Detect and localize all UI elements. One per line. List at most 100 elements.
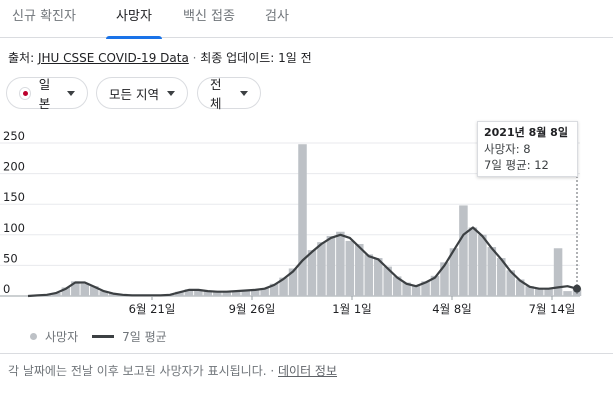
chart-legend: 사망자 7일 평균: [30, 328, 167, 345]
x-tick-label: 1월 1일: [332, 302, 371, 316]
death-bar: [279, 277, 288, 296]
data-info-link[interactable]: 데이터 정보: [278, 364, 338, 378]
chevron-down-icon: [67, 90, 75, 96]
death-bar: [203, 291, 213, 296]
death-bar: [459, 205, 468, 296]
y-tick-label: 100: [3, 221, 25, 235]
death-bar: [468, 227, 478, 296]
death-bar: [298, 144, 307, 296]
death-bar: [269, 283, 279, 296]
death-bar: [392, 276, 402, 296]
chart-y-axis: 0 50 100 150 200 250: [3, 129, 25, 296]
death-bar: [355, 243, 364, 296]
average-line: [27, 226, 578, 298]
death-bar: [71, 281, 80, 296]
tab-new-cases[interactable]: 신규 확진자: [12, 9, 76, 24]
death-bar: [89, 286, 99, 296]
death-bar: [345, 240, 355, 296]
death-bar: [373, 258, 383, 296]
death-bar: [61, 287, 71, 296]
country-label: 일본: [38, 77, 51, 111]
x-tick-label: 6월 21일: [129, 302, 176, 316]
chevron-down-icon: [240, 90, 248, 96]
period-select[interactable]: 전체: [197, 77, 261, 111]
cursor-point: [573, 284, 581, 293]
death-bar: [478, 234, 487, 296]
y-tick-label: 50: [3, 251, 18, 265]
y-tick-label: 150: [3, 190, 25, 204]
legend-line-marker: [92, 335, 115, 338]
chart-average-line: [27, 226, 578, 298]
death-bar: [553, 248, 563, 296]
divider: [0, 353, 613, 354]
death-bar: [99, 291, 108, 296]
death-bar: [563, 291, 572, 296]
footnote-separator: ·: [266, 364, 278, 378]
japan-flag-icon: [19, 86, 31, 100]
tab-vaccination[interactable]: 백신 접종: [183, 9, 235, 24]
death-bar: [402, 282, 411, 296]
death-bar: [411, 285, 421, 296]
death-bar: [108, 293, 118, 296]
legend-bars-label: 사망자: [45, 330, 79, 344]
death-bar: [326, 236, 336, 296]
y-tick-label: 200: [3, 160, 25, 174]
chevron-down-icon: [166, 90, 175, 96]
death-bar: [231, 290, 241, 296]
death-bar: [421, 281, 430, 296]
x-tick-label: 7월 14일: [529, 302, 576, 316]
tooltip-date: 2021년 8월 8일: [484, 126, 568, 139]
source-link[interactable]: JHU CSSE COVID-19 Data: [37, 51, 189, 65]
death-bar: [194, 289, 203, 296]
tab-deaths[interactable]: 사망자: [102, 0, 166, 39]
death-bar: [515, 279, 525, 296]
tab-tests[interactable]: 검사: [265, 9, 289, 24]
death-bar: [250, 289, 260, 296]
death-bar: [222, 291, 232, 296]
death-bar: [364, 254, 374, 296]
death-bar: [260, 288, 269, 296]
x-tick-label: 4월 8일: [432, 302, 471, 316]
death-bar: [440, 262, 449, 296]
death-bar: [80, 283, 90, 296]
x-tick-label: 9월 26일: [229, 302, 276, 316]
chart-tooltip: 2021년 8월 8일 사망자: 8 7일 평균: 12: [477, 121, 578, 177]
death-bar: [175, 291, 184, 296]
country-select[interactable]: 일본: [6, 77, 88, 111]
death-bar: [544, 288, 553, 296]
death-bar: [288, 268, 298, 296]
death-bar: [184, 289, 194, 296]
legend-line-label: 7일 평균: [122, 330, 167, 344]
tab-bar: 신규 확진자 사망자 백신 접종 검사: [0, 0, 613, 39]
chart-bars: [33, 144, 582, 296]
death-bar: [336, 231, 345, 296]
death-bar: [525, 286, 534, 296]
region-label: 모든 지역: [109, 86, 159, 102]
chart-x-axis: 6월 21일 9월 26일 1월 1일 4월 8일 7월 14일: [129, 296, 576, 316]
death-bar: [213, 291, 222, 296]
last-updated: 최종 업데이트: 1일 전: [200, 51, 312, 65]
death-bar: [430, 275, 440, 296]
period-label: 전체: [210, 77, 222, 111]
death-bar: [52, 292, 61, 296]
death-bar: [497, 258, 506, 296]
source-prefix: 출처:: [8, 51, 35, 65]
death-bar: [449, 248, 459, 296]
chart-hover-cursor: [573, 176, 581, 296]
death-bar: [307, 250, 317, 296]
y-tick-label: 250: [3, 129, 25, 143]
region-select[interactable]: 모든 지역: [96, 77, 188, 109]
source-line: 출처: JHU CSSE COVID-19 Data · 최종 업데이트: 1일…: [8, 49, 312, 66]
death-bar: [506, 270, 516, 296]
death-bar: [487, 247, 497, 296]
death-bar: [383, 266, 392, 296]
legend-bars-marker: [30, 333, 37, 340]
footnote-text: 각 날짜에는 전날 이후 보고된 사망자가 표시됩니다.: [8, 364, 267, 378]
death-bar: [534, 288, 544, 296]
tooltip-average: 7일 평균: 12: [484, 158, 549, 172]
tooltip-deaths: 사망자: 8: [484, 142, 531, 156]
footnote: 각 날짜에는 전날 이후 보고된 사망자가 표시됩니다. · 데이터 정보: [8, 362, 337, 379]
deaths-chart[interactable]: 0 50 100 150 200 250 6월 21일 9월 26일 1월 1일 4월 8일 7월…: [0, 118, 613, 323]
source-separator: ·: [188, 51, 201, 65]
death-bar: [241, 290, 250, 296]
